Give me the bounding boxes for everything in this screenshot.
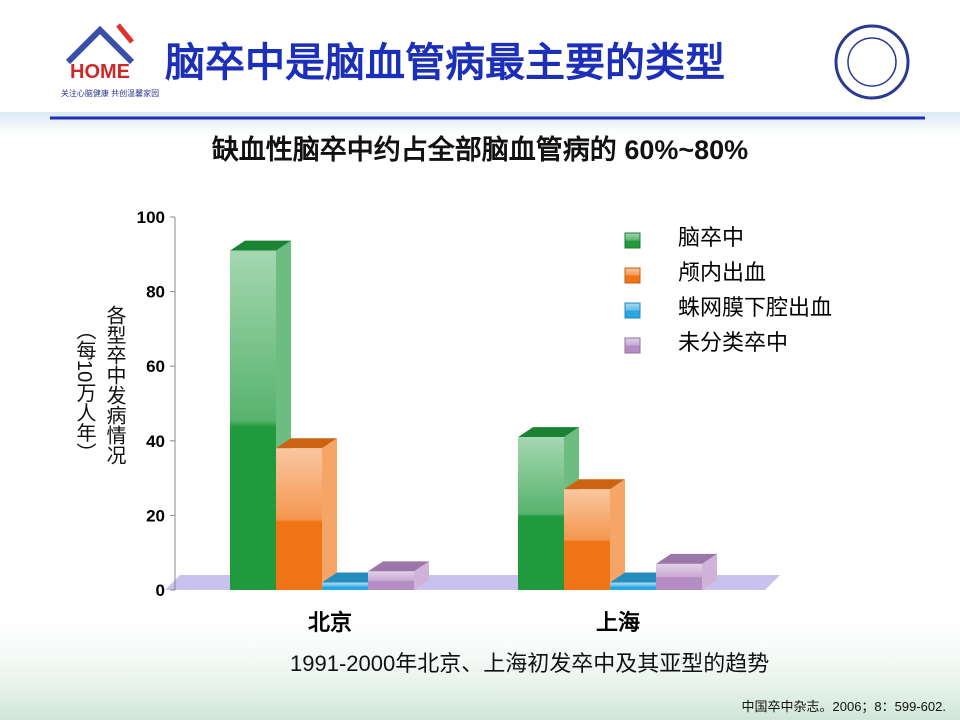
y-tick-label: 0: [156, 581, 165, 600]
y-axis-label: 各型卒中发病情况: [103, 305, 125, 465]
bar-side: [414, 561, 429, 590]
bar: [518, 437, 564, 590]
bar: [230, 250, 276, 590]
emblem-inner: [847, 37, 897, 87]
bar-top: [322, 572, 383, 583]
bar-top: [518, 427, 579, 438]
legend-swatch: [624, 337, 641, 354]
logo-text: HOME: [70, 61, 130, 83]
citation: 中国卒中杂志。2006；8：599-602.: [741, 699, 946, 714]
bar-top: [276, 438, 337, 449]
legend-label: 颅内出血: [678, 260, 766, 285]
bar-top: [656, 553, 717, 564]
y-axis-label: （每10万人年）: [73, 320, 95, 463]
bar-side: [702, 553, 717, 590]
legend-swatch: [624, 267, 641, 284]
bar: [656, 563, 702, 590]
x-tick-label: 上海: [596, 610, 640, 635]
bottom-decoration: [0, 600, 960, 720]
bar: [564, 489, 610, 590]
bar: [276, 448, 322, 590]
y-tick-label: 40: [146, 432, 165, 451]
logo-mark: [116, 23, 134, 44]
bar: [610, 582, 656, 590]
logo-roof: [65, 25, 135, 65]
legend-label: 脑卒中: [678, 225, 744, 250]
bar-top: [368, 561, 429, 572]
y-tick-label: 60: [146, 357, 165, 376]
bar: [322, 582, 368, 590]
legend-label: 未分类卒中: [678, 330, 788, 355]
y-tick-label: 80: [146, 283, 165, 302]
emblem: [834, 24, 910, 100]
legend-swatch: [624, 232, 641, 249]
bar-top: [230, 240, 291, 251]
bar: [368, 571, 414, 590]
legend-swatch: [624, 302, 641, 319]
subtitle: 缺血性脑卒中约占全部脑血管病的 60%~80%: [211, 135, 749, 165]
y-tick-label: 20: [146, 506, 165, 525]
logo-slogan: 关注心脑健康 共创温馨家园: [61, 88, 159, 98]
y-tick-label: 100: [137, 208, 165, 227]
legend-label: 蛛网膜下腔出血: [678, 295, 832, 320]
bar-top: [564, 479, 625, 490]
title: 脑卒中是脑血管病最主要的类型: [165, 41, 725, 85]
bar-side: [610, 479, 625, 590]
bar-top: [610, 572, 671, 583]
caption: 1991-2000年北京、上海初发卒中及其亚型的趋势: [290, 651, 770, 676]
bar-side: [322, 438, 337, 590]
x-tick-label: 北京: [308, 610, 352, 635]
